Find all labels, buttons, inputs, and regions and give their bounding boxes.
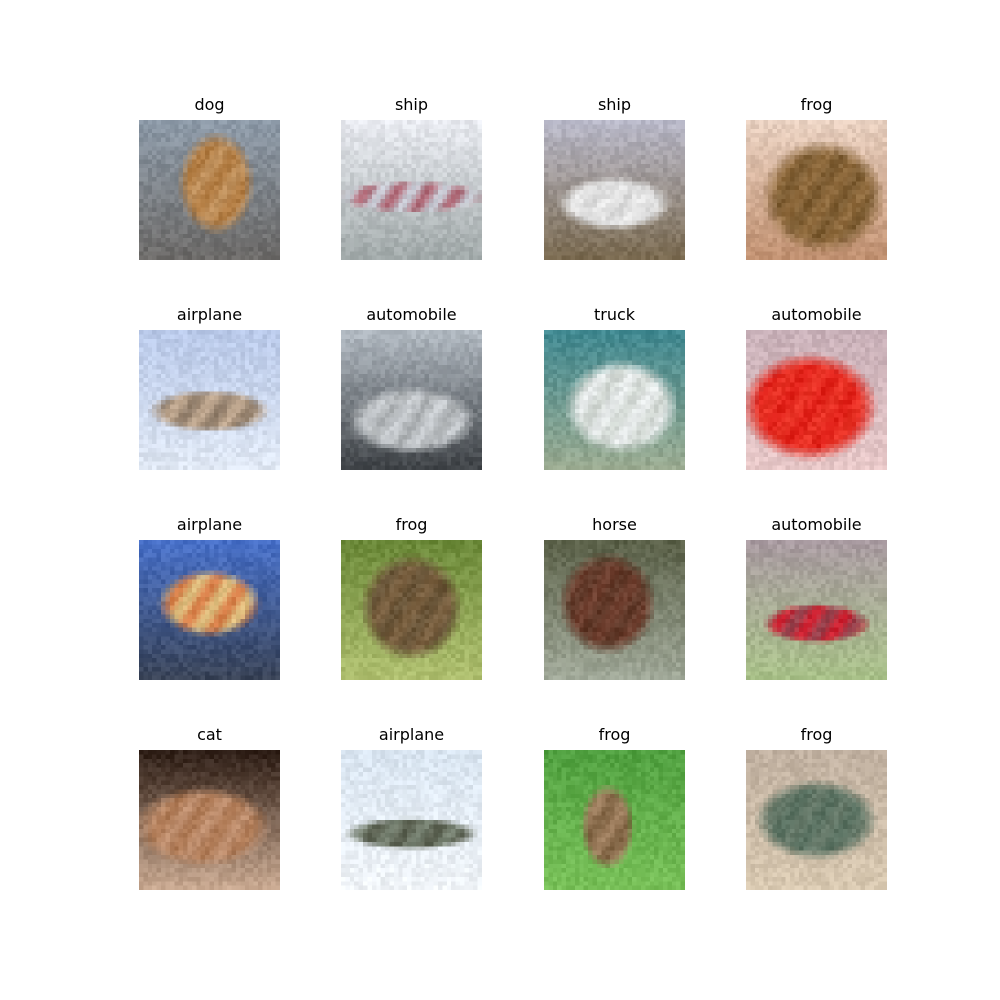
thumbnail-image bbox=[746, 750, 887, 890]
thumbnail-image bbox=[544, 330, 685, 470]
image-label: frog bbox=[800, 725, 833, 744]
image-label: cat bbox=[197, 725, 222, 744]
image-label: airplane bbox=[378, 725, 445, 744]
thumbnail-image bbox=[139, 330, 280, 470]
thumbnail-image bbox=[544, 750, 685, 890]
thumbnail-image bbox=[341, 540, 482, 680]
image-label: automobile bbox=[771, 305, 862, 324]
thumbnail-image bbox=[139, 540, 280, 680]
image-label: automobile bbox=[366, 305, 457, 324]
image-label: ship bbox=[597, 95, 632, 114]
thumbnail-image bbox=[746, 330, 887, 470]
image-label: dog bbox=[194, 95, 225, 114]
thumbnail-image bbox=[746, 540, 887, 680]
image-label: frog bbox=[395, 515, 428, 534]
image-label: truck bbox=[593, 305, 636, 324]
thumbnail-image bbox=[139, 120, 280, 260]
thumbnail-image bbox=[341, 330, 482, 470]
thumbnail-image bbox=[746, 120, 887, 260]
image-label: frog bbox=[800, 95, 833, 114]
thumbnail-image bbox=[139, 750, 280, 890]
image-label: frog bbox=[598, 725, 631, 744]
thumbnail-image bbox=[341, 120, 482, 260]
thumbnail-image bbox=[544, 120, 685, 260]
image-label: horse bbox=[592, 515, 637, 534]
image-label: airplane bbox=[176, 515, 243, 534]
image-label: airplane bbox=[176, 305, 243, 324]
thumbnail-image bbox=[341, 750, 482, 890]
image-label: ship bbox=[394, 95, 429, 114]
image-label: automobile bbox=[771, 515, 862, 534]
thumbnail-image bbox=[544, 540, 685, 680]
